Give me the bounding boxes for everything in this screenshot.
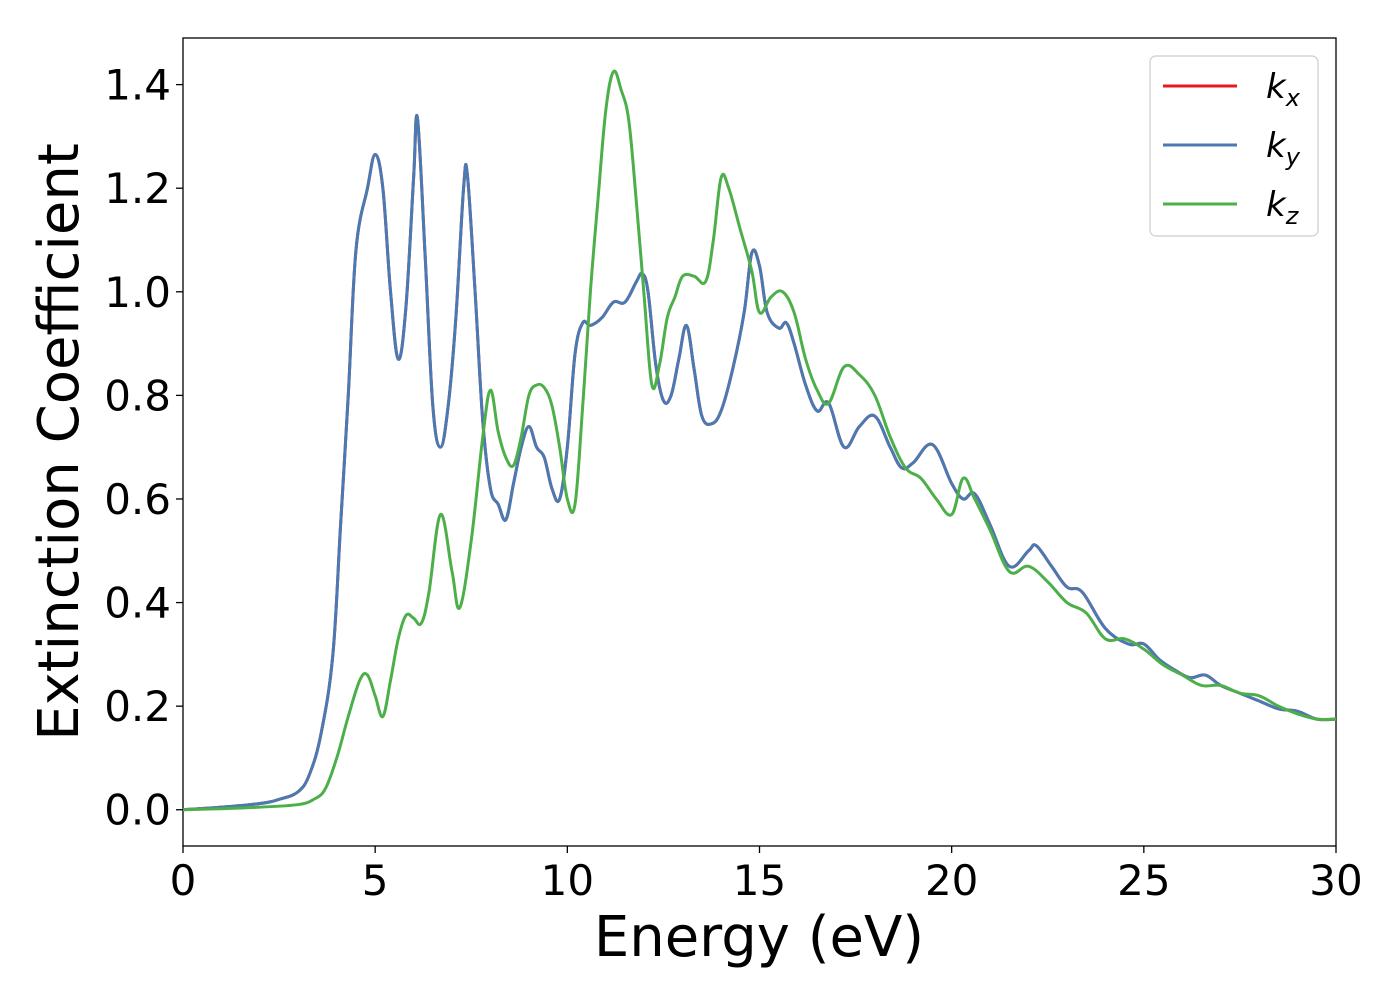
x-tick-label: 25 bbox=[1117, 856, 1170, 905]
y-axis-ticks: 0.0 0.2 0.4 0.6 0.8 1.0 1.2 1.4 bbox=[104, 61, 183, 835]
y-tick-label: 1.0 bbox=[104, 268, 171, 317]
series-line-z bbox=[182, 69, 1337, 812]
x-axis-ticks: 0 5 10 15 20 25 30 bbox=[170, 846, 1363, 905]
series-line-y bbox=[182, 114, 1337, 812]
plot-area bbox=[182, 37, 1337, 847]
x-tick-label: 15 bbox=[733, 856, 786, 905]
y-tick-label: 1.4 bbox=[104, 61, 171, 110]
x-axis-title: Energy (eV) bbox=[594, 905, 924, 970]
legend-label-z: kz bbox=[1266, 185, 1300, 230]
series-layer bbox=[182, 69, 1337, 812]
y-tick-label: 0.4 bbox=[104, 579, 171, 628]
legend-label-x: kx bbox=[1266, 67, 1301, 112]
x-tick-label: 5 bbox=[362, 856, 389, 905]
y-tick-label: 0.2 bbox=[104, 682, 171, 731]
y-tick-label: 1.2 bbox=[104, 164, 171, 213]
legend: kx ky kz bbox=[1149, 55, 1319, 237]
x-tick-label: 20 bbox=[925, 856, 978, 905]
y-tick-label: 0.6 bbox=[104, 475, 171, 524]
x-tick-label: 10 bbox=[541, 856, 594, 905]
x-tick-label: 0 bbox=[170, 856, 197, 905]
y-axis-title: Extinction Coefficient bbox=[27, 143, 92, 741]
y-tick-label: 0.0 bbox=[104, 786, 171, 835]
x-tick-label: 30 bbox=[1309, 856, 1362, 905]
legend-label-y: ky bbox=[1266, 126, 1301, 171]
y-tick-label: 0.8 bbox=[104, 371, 171, 420]
